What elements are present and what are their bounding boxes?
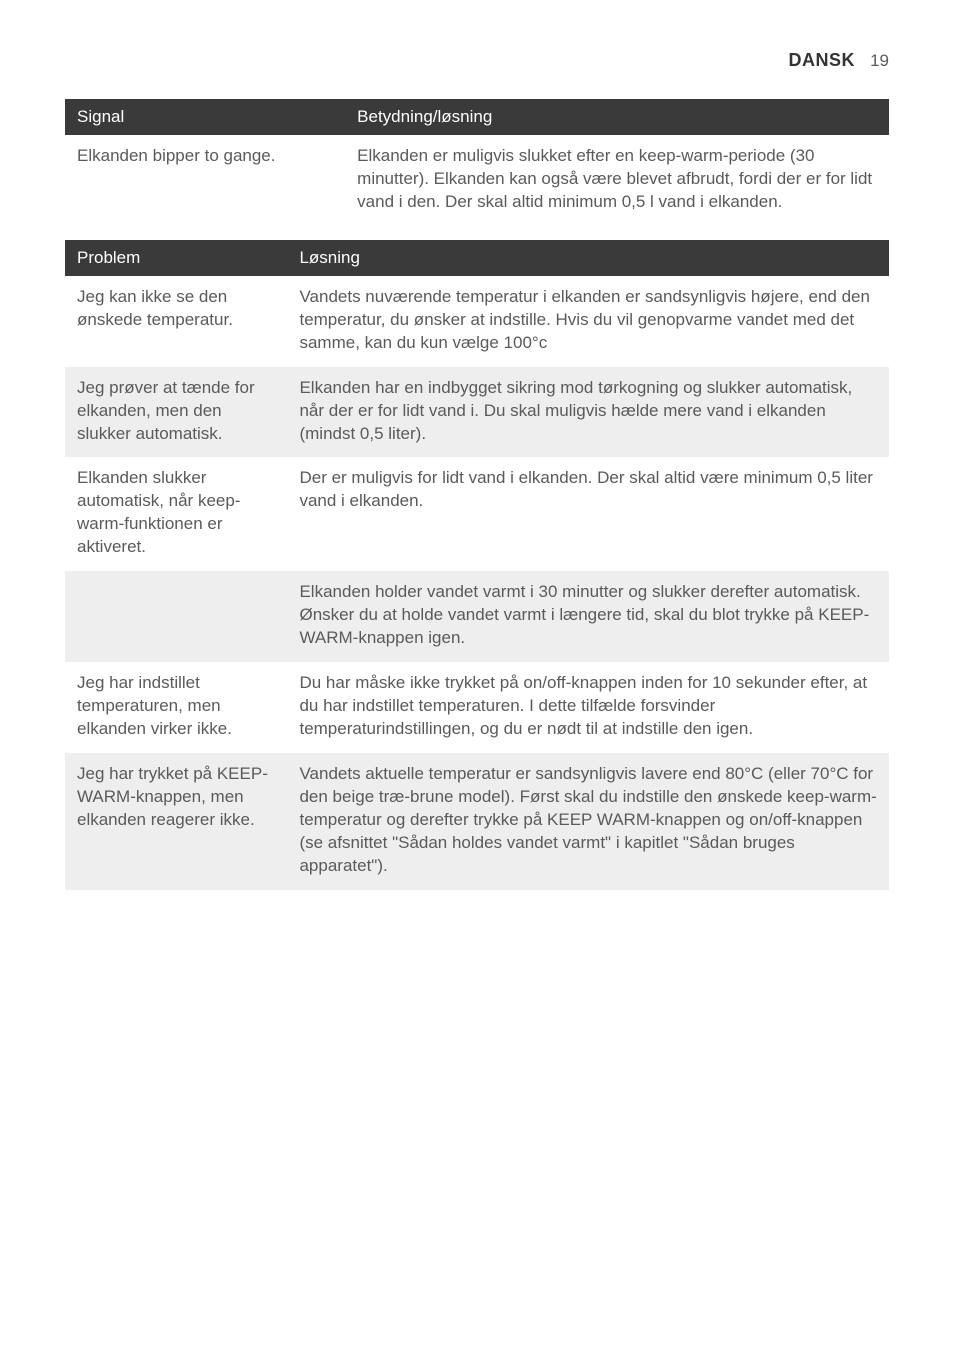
table-row: Elkanden bipper to gange. Elkanden er mu… [65,135,889,226]
signal-header-col2: Betydning/løsning [345,99,889,135]
language-label: DANSK [789,50,856,70]
solution-cell: Der er muligvis for lidt vand i elkanden… [287,457,889,571]
problem-cell: Elkanden slukker automatisk, når keep-wa… [65,457,287,571]
solution-cell: Du har måske ikke trykket på on/off-knap… [287,662,889,753]
table-row: Elkanden holder vandet varmt i 30 minutt… [65,571,889,662]
table-row: Jeg prøver at tænde for elkanden, men de… [65,367,889,458]
problem-cell [65,571,287,662]
meaning-cell: Elkanden er muligvis slukket efter en ke… [345,135,889,226]
problem-header-col2: Løsning [287,240,889,276]
page-number: 19 [870,51,889,70]
signal-header-col1: Signal [65,99,345,135]
page: DANSK 19 Signal Betydning/løsning Elkand… [0,0,954,964]
table-row: Jeg kan ikke se den ønskede temperatur. … [65,276,889,367]
problem-table: Problem Løsning Jeg kan ikke se den ønsk… [65,240,889,890]
problem-cell: Jeg kan ikke se den ønskede temperatur. [65,276,287,367]
signal-cell: Elkanden bipper to gange. [65,135,345,226]
table-row: Jeg har indstillet temperaturen, men elk… [65,662,889,753]
solution-cell: Elkanden har en indbygget sikring mod tø… [287,367,889,458]
table-row: Jeg har trykket på KEEP-WARM-knappen, me… [65,753,889,890]
signal-table: Signal Betydning/løsning Elkanden bipper… [65,99,889,226]
page-header: DANSK 19 [65,50,889,71]
problem-cell: Jeg prøver at tænde for elkanden, men de… [65,367,287,458]
solution-cell: Vandets nuværende temperatur i elkanden … [287,276,889,367]
problem-cell: Jeg har trykket på KEEP-WARM-knappen, me… [65,753,287,890]
problem-header-col1: Problem [65,240,287,276]
solution-cell: Vandets aktuelle temperatur er sandsynli… [287,753,889,890]
solution-cell: Elkanden holder vandet varmt i 30 minutt… [287,571,889,662]
problem-cell: Jeg har indstillet temperaturen, men elk… [65,662,287,753]
table-row: Elkanden slukker automatisk, når keep-wa… [65,457,889,571]
